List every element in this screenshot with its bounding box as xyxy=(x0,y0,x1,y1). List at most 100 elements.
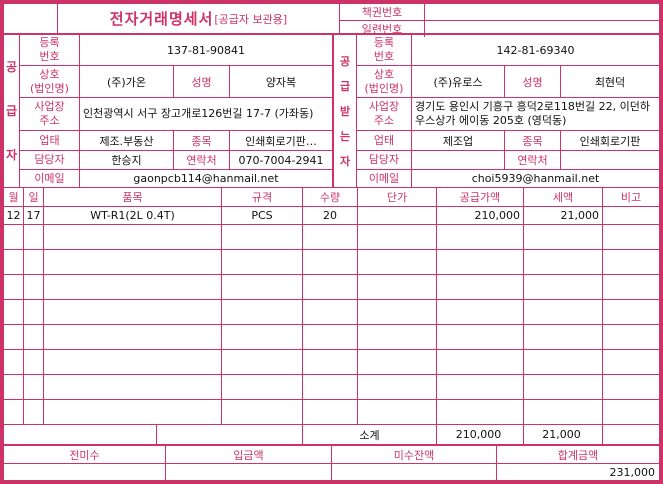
supplier-address-value: 인천광역시 서구 장고개로126번길 17-7 (가좌동) xyxy=(83,106,314,120)
empty-rows xyxy=(4,225,659,425)
empty-cell xyxy=(437,350,524,374)
table-row xyxy=(4,225,659,250)
buyer-ceo-value: 최현덕 xyxy=(594,75,626,89)
col-header-day: 일 xyxy=(24,188,44,206)
empty-cell xyxy=(24,375,44,399)
buyer-contact-label: 담당자 xyxy=(357,151,412,169)
empty-cell xyxy=(303,400,358,424)
buyer-email-value: choi5939@hanmail.net xyxy=(471,172,600,185)
buyer-biztype-label: 업태 xyxy=(357,131,412,150)
cell-qty: 20 xyxy=(303,207,358,224)
empty-cell xyxy=(222,325,303,349)
cell-tax: 21,000 xyxy=(524,207,603,224)
empty-cell xyxy=(44,400,222,424)
supplier-name-value: (주)가온 xyxy=(80,66,174,97)
table-header-row: 월 일 품목 규격 수량 단가 공급가액 세액 비고 xyxy=(4,188,659,207)
empty-cell xyxy=(4,300,24,324)
empty-cell xyxy=(303,250,358,274)
empty-cell xyxy=(437,400,524,424)
empty-cell xyxy=(24,300,44,324)
empty-cell xyxy=(4,375,24,399)
empty-cell xyxy=(358,375,437,399)
document-numbers: 책권번호 일련번호 xyxy=(340,4,659,37)
empty-cell xyxy=(303,275,358,299)
empty-cell xyxy=(524,300,603,324)
prev-balance-label: 전미수 xyxy=(4,446,166,463)
buyer-ceo-label: 성명 xyxy=(505,66,561,97)
empty-cell xyxy=(4,325,24,349)
buyer-vertical-label: 공 급 받 는 자 xyxy=(334,35,357,187)
book-number-value xyxy=(425,4,659,20)
buyer-email-label: 이메일 xyxy=(357,170,412,187)
supplier-email-label: 이메일 xyxy=(20,170,80,187)
empty-cell xyxy=(358,350,437,374)
empty-cell xyxy=(524,375,603,399)
supplier-vertical-label: 공 급 자 xyxy=(4,35,20,187)
empty-cell xyxy=(358,275,437,299)
subtotal-tax: 21,000 xyxy=(524,425,603,444)
empty-cell xyxy=(222,400,303,424)
empty-cell xyxy=(603,250,659,274)
table-row xyxy=(4,250,659,275)
supplier-address-row: 사업장 주소 인천광역시 서구 장고개로126번길 17-7 (가좌동) xyxy=(20,98,332,131)
buyer-reg-row: 등록 번호 142-81-69340 xyxy=(357,35,659,66)
empty-cell xyxy=(358,250,437,274)
col-header-note: 비고 xyxy=(620,191,642,204)
grand-total-value: 231,000 xyxy=(609,465,656,479)
empty-cell xyxy=(603,325,659,349)
empty-cell xyxy=(603,375,659,399)
cell-supply-value: 210,000 xyxy=(437,207,524,224)
empty-cell xyxy=(603,275,659,299)
cell-spec: PCS xyxy=(222,207,303,224)
deposit-label: 입금액 xyxy=(166,446,332,463)
supplier-biztype-label: 업태 xyxy=(20,131,80,150)
empty-cell xyxy=(44,275,222,299)
empty-cell xyxy=(524,225,603,249)
buyer-name-label: 상호 (법인명) xyxy=(357,66,412,97)
buyer-phone-value xyxy=(561,151,659,169)
parties-section: 공 급 자 등록 번호 137-81-90841 상호 (법인명) (주)가온 … xyxy=(4,35,659,188)
empty-cell xyxy=(44,375,222,399)
empty-cell xyxy=(24,250,44,274)
table-row xyxy=(4,300,659,325)
empty-cell xyxy=(303,225,358,249)
empty-cell xyxy=(603,300,659,324)
col-header-item: 품목 xyxy=(44,188,222,206)
empty-cell xyxy=(4,400,24,424)
empty-cell xyxy=(603,400,659,424)
supplier-item-label: 종목 xyxy=(174,131,230,150)
col-header-qty: 수량 xyxy=(303,188,358,206)
empty-cell xyxy=(44,225,222,249)
serial-number-label: 일련번호 xyxy=(340,21,425,37)
footer-label-row: 전미수 입금액 미수잔액 합계금액 xyxy=(4,446,659,464)
cell-unit-price xyxy=(358,207,437,224)
empty-cell xyxy=(4,275,24,299)
table-row xyxy=(4,375,659,400)
subtotal-supply-value: 210,000 xyxy=(437,425,524,444)
empty-cell xyxy=(303,350,358,374)
subtotal-spacer-1 xyxy=(4,425,157,444)
empty-cell xyxy=(358,225,437,249)
document-title-text: 전자거래명세서 xyxy=(109,10,214,28)
empty-cell xyxy=(222,350,303,374)
empty-cell xyxy=(603,225,659,249)
supplier-address-label: 사업장 주소 xyxy=(20,98,80,130)
buyer-item-label: 종목 xyxy=(505,131,561,150)
table-row xyxy=(4,275,659,300)
cell-item: WT-R1(2L 0.4T) xyxy=(44,207,222,224)
empty-cell xyxy=(303,325,358,349)
empty-cell xyxy=(603,350,659,374)
buyer-contact-value xyxy=(412,151,505,169)
col-header-supply-value: 공급가액 xyxy=(437,188,524,206)
col-header-unit-price: 단가 xyxy=(358,188,437,206)
empty-cell xyxy=(44,250,222,274)
empty-cell xyxy=(24,325,44,349)
footer-totals: 전미수 입금액 미수잔액 합계금액 231,000 xyxy=(4,446,659,480)
empty-cell xyxy=(24,275,44,299)
buyer-rows: 등록 번호 142-81-69340 상호 (법인명) (주)유로스 성명 최현… xyxy=(357,35,659,187)
empty-cell xyxy=(524,250,603,274)
subtotal-note xyxy=(603,425,659,444)
subtotal-spacer-2 xyxy=(157,425,303,444)
book-number-label: 책권번호 xyxy=(340,4,425,20)
